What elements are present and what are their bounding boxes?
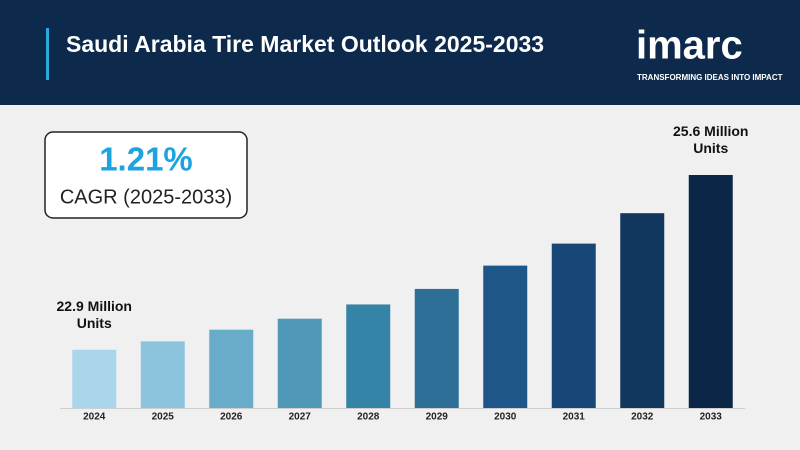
accent-bar	[46, 28, 49, 80]
bar	[414, 288, 459, 408]
value-label: 22.9 Million Units	[56, 297, 132, 331]
x-tick-label: 2028	[357, 412, 380, 423]
bar	[551, 243, 596, 408]
x-tick-label: 2029	[426, 412, 449, 423]
x-tick-label: 2031	[563, 412, 586, 423]
x-tick-label: 2026	[220, 412, 243, 423]
bar	[346, 304, 391, 408]
bar	[277, 318, 322, 408]
bar	[483, 265, 528, 408]
header-band	[0, 0, 800, 105]
x-tick-label: 2027	[289, 412, 312, 423]
x-tick-label: 2025	[152, 412, 175, 423]
tagline: TRANSFORMING IDEAS INTO IMPACT	[637, 73, 783, 82]
bar	[688, 175, 733, 408]
bar	[72, 349, 117, 408]
bar	[140, 341, 185, 408]
title: Saudi Arabia Tire Market Outlook 2025-20…	[66, 31, 544, 57]
value-label: 25.6 Million Units	[673, 123, 749, 156]
cagr-value: 1.21%	[99, 141, 193, 178]
cagr-box	[44, 131, 248, 219]
x-tick-label: 2033	[700, 412, 723, 423]
cagr-label: CAGR (2025-2033)	[60, 186, 232, 208]
x-tick-label: 2030	[494, 412, 517, 423]
x-tick-label: 2032	[631, 412, 654, 423]
x-tick-label: 2024	[83, 412, 106, 423]
bar	[620, 213, 665, 408]
bar	[209, 329, 254, 408]
logo: imarc	[636, 24, 743, 68]
